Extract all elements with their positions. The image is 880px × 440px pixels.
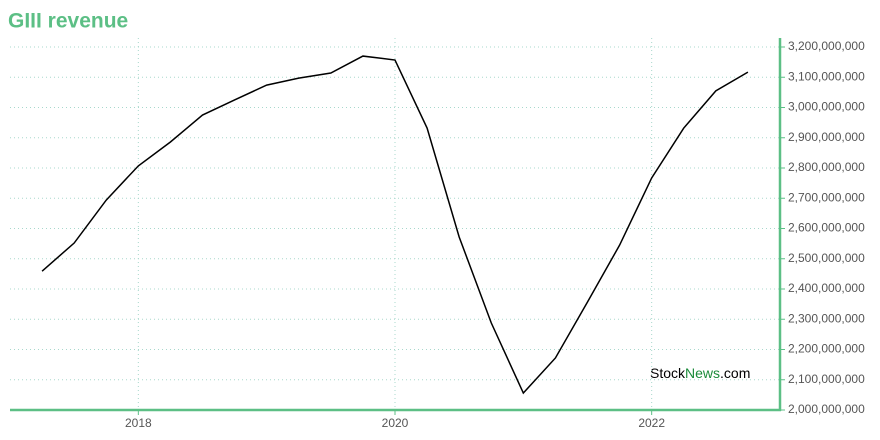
y-tick-label: 2,600,000,000 bbox=[788, 221, 865, 235]
watermark-part: Stock bbox=[650, 365, 686, 381]
line bbox=[41, 55, 749, 395]
y-tick-label: 2,500,000,000 bbox=[788, 251, 865, 265]
x-tick-label: 2022 bbox=[638, 416, 665, 430]
y-tick-label: 2,700,000,000 bbox=[788, 190, 865, 204]
y-tick-label: 2,000,000,000 bbox=[788, 402, 865, 416]
y-tick-label: 3,200,000,000 bbox=[788, 39, 865, 53]
y-tick-label: 3,100,000,000 bbox=[788, 69, 865, 83]
chart-title: GIII revenue bbox=[8, 10, 128, 33]
y-tick-label: 2,800,000,000 bbox=[788, 160, 865, 174]
watermark-part: .com bbox=[720, 365, 750, 381]
y-tick-label: 2,300,000,000 bbox=[788, 311, 865, 325]
x-tick-label: 2018 bbox=[125, 416, 152, 430]
watermark-part: News bbox=[685, 365, 720, 381]
y-tick-label: 3,000,000,000 bbox=[788, 100, 865, 114]
y-tick-label: 2,900,000,000 bbox=[788, 130, 865, 144]
y-tick-label: 2,200,000,000 bbox=[788, 342, 865, 356]
y-tick-label: 2,400,000,000 bbox=[788, 281, 865, 295]
watermark: StockNews.com bbox=[650, 365, 750, 381]
y-tick-label: 2,100,000,000 bbox=[788, 372, 865, 386]
x-tick-label: 2020 bbox=[382, 416, 409, 430]
